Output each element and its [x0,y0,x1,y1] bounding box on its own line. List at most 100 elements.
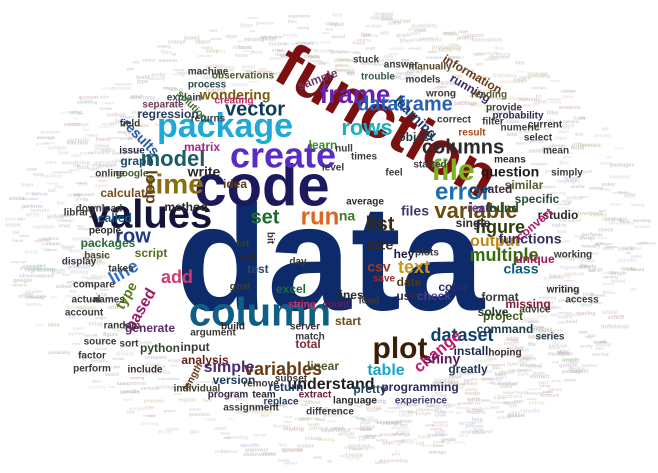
halo-word: column [475,406,492,411]
halo-word: writing [602,290,613,294]
halo-word: information [65,295,86,299]
cloud-word: loop [142,170,159,204]
halo-word: vector [592,352,610,358]
halo-word: learning [631,203,644,207]
halo-word: online [508,347,523,353]
halo-word: line [471,378,478,382]
halo-word: convert [426,55,442,60]
halo-word: compare [388,406,402,410]
halo-word: start [487,381,495,385]
halo-word: actual [466,408,483,414]
halo-word: based [631,267,645,272]
halo-word: table [418,435,432,441]
cloud-word: found [485,201,518,215]
halo-word: filter [240,23,253,29]
halo-word: based [184,35,199,41]
cloud-word: values [88,193,213,237]
cloud-word: names [93,295,125,306]
halo-word: multiple [232,82,249,87]
halo-word: project [514,399,524,403]
halo-word: column [588,186,603,191]
halo-word: basic [422,443,432,447]
halo-word: set [519,69,523,73]
halo-word: plot [456,410,462,414]
halo-word: install [147,413,156,417]
halo-word: idea [408,409,418,414]
halo-word: library [460,99,470,103]
halo-word: created [559,240,570,244]
halo-word: solve [508,106,522,112]
halo-word: download [489,55,510,60]
halo-word: add [380,31,389,37]
halo-word: frame [574,116,587,121]
halo-word: python [69,331,85,336]
halo-word: vector [109,365,121,370]
cloud-word: shiny [424,351,461,367]
halo-word: idea [549,99,562,105]
halo-word: times [92,380,101,384]
halo-word: extract [360,61,374,66]
halo-word: length [67,193,81,198]
halo-word: start [277,48,286,53]
halo-word: single [89,261,105,267]
halo-word: library [618,190,630,194]
halo-word: names [554,168,565,172]
halo-word: called [432,87,441,91]
halo-word: language [10,260,27,264]
halo-word: provide [379,432,396,437]
halo-word: code [423,384,435,390]
halo-word: error [212,380,224,386]
cloud-word: bit [264,232,275,245]
halo-word: team [344,445,354,450]
halo-word: sample [503,400,522,406]
cloud-word: multiple [469,245,538,265]
halo-word: save [485,353,496,359]
halo-word: include [448,68,465,74]
halo-word: return [5,222,21,228]
cloud-word: google [116,169,149,180]
halo-word: individual [215,449,238,455]
halo-word: basic [495,371,507,376]
cloud-word: write [187,164,221,180]
halo-word: code [552,360,560,364]
halo-word: script [366,405,382,411]
halo-word: script [389,52,399,56]
halo-word: row [354,403,363,409]
halo-word: goal [545,168,554,173]
halo-word: text [579,329,588,334]
halo-word: returns [163,85,178,90]
halo-word: found [540,335,549,339]
halo-word: function [273,423,290,428]
halo-word: running [72,236,91,242]
halo-word: frame [96,137,111,143]
cloud-word: program [208,390,249,401]
halo-word: csv [351,415,358,419]
halo-word: row [522,356,530,361]
halo-word: columns [459,372,473,376]
halo-word: simply [621,266,636,271]
halo-word: started [109,136,120,140]
halo-word: plot [250,29,256,33]
halo-word: project [374,12,393,18]
halo-word: graph [90,241,103,246]
halo-word: matrix [35,239,49,244]
halo-word: similar [112,357,125,361]
halo-word: column [463,33,484,39]
cloud-word: people [89,226,122,237]
cloud-word: total [295,337,320,351]
halo-word: analysis [590,294,605,298]
halo-word: language [427,403,452,409]
cloud-word: test [247,262,268,276]
halo-word: specific [507,361,528,367]
halo-word: install [27,168,37,172]
halo-word: explain [178,397,196,403]
halo-word: multiple [548,351,571,357]
halo-word: files [84,281,93,286]
cloud-word: row [115,225,151,247]
halo-word: size [261,412,270,417]
halo-word: assignment [78,227,99,231]
halo-word: manually [147,76,165,81]
halo-word: table [506,336,518,342]
halo-word: table [203,75,218,81]
halo-word: extract [443,402,459,408]
